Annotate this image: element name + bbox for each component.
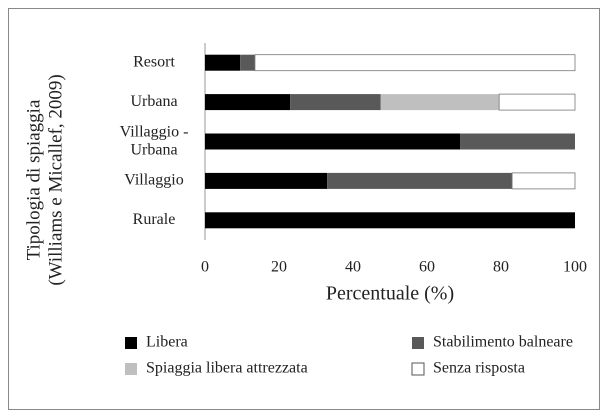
x-tick-label: 60 — [419, 259, 435, 276]
legend-swatch — [125, 337, 137, 349]
bar-segment — [205, 172, 328, 189]
bar-segment — [327, 172, 513, 189]
bar-segment — [460, 133, 575, 150]
frame — [8, 8, 600, 410]
x-tick-label: 40 — [345, 259, 361, 276]
x-tick-label: 20 — [271, 259, 287, 276]
legend-label: Libera — [146, 334, 188, 351]
y-tick-label: Urbana — [130, 93, 177, 110]
legend-swatch — [411, 362, 425, 376]
bar-segment — [380, 94, 500, 111]
y-tick-label: Villaggio — [124, 172, 183, 189]
y-axis-label: (Williams e Micallef, 2009) — [45, 74, 66, 285]
bar-segment — [205, 212, 575, 229]
bar-segment — [205, 94, 291, 111]
bar-segment — [290, 94, 381, 111]
y-axis-label: Tipologia di spiaggia — [23, 99, 44, 260]
legend-label: Spiaggia libera attrezzata — [146, 360, 308, 377]
bar-segment — [205, 133, 461, 150]
bar-segment — [511, 172, 576, 190]
bar-segment — [205, 54, 241, 71]
bar-segment — [498, 93, 576, 111]
x-axis-label: Percentuale (%) — [326, 283, 454, 305]
legend-label: Senza risposta — [433, 360, 525, 377]
x-tick-label: 0 — [201, 259, 209, 276]
y-tick-label: Villaggio -Urbana — [120, 123, 189, 158]
bar-segment — [254, 54, 576, 72]
x-tick-label: 100 — [563, 259, 587, 276]
y-tick-label: Resort — [133, 53, 175, 70]
legend-swatch — [125, 363, 137, 375]
legend-swatch — [412, 337, 424, 349]
legend-label: Stabilimento balneare — [433, 334, 573, 351]
bar-segment — [240, 54, 255, 71]
y-tick-label: Rurale — [133, 211, 176, 228]
x-tick-label: 80 — [493, 259, 509, 276]
